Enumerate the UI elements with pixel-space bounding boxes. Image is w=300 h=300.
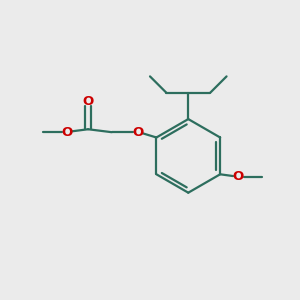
Text: O: O	[133, 126, 144, 139]
Text: O: O	[82, 95, 94, 108]
Text: O: O	[61, 126, 73, 139]
Text: O: O	[233, 170, 244, 183]
